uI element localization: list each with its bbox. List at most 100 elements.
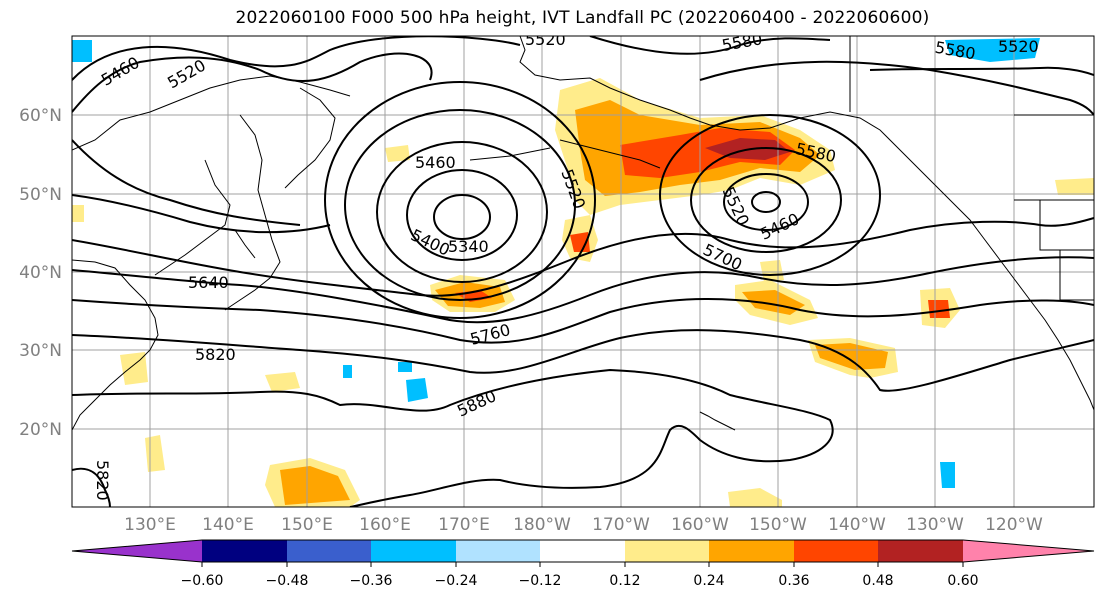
contour-label: 5460 xyxy=(757,209,802,243)
lon-label: 140°E xyxy=(202,515,254,535)
height-contour xyxy=(72,52,433,113)
lon-axis: 130°E 140°E 150°E 160°E 170°E 180°W 170°… xyxy=(124,515,1043,535)
height-contour xyxy=(751,191,781,213)
ivt-positive-region xyxy=(280,466,350,505)
height-contour xyxy=(723,173,809,231)
lat-label: 60°N xyxy=(19,106,62,126)
coastlines xyxy=(72,36,1094,431)
lon-label: 170°W xyxy=(592,515,650,535)
map-title: 2022060100 F000 500 hPa height, IVT Land… xyxy=(235,8,930,28)
colorbar-label: 0.60 xyxy=(947,573,978,589)
contour-label: 5460 xyxy=(98,53,143,90)
height-contour xyxy=(690,147,842,253)
ivt-positive-region xyxy=(145,435,165,472)
ivt-negative-region xyxy=(940,462,955,488)
map-content: 5460 5520 5520 5580 5580 5520 5460 5520 … xyxy=(72,29,1094,507)
contour-label: 5580 xyxy=(720,29,763,55)
ivt-negative-region xyxy=(945,38,1040,62)
contour-label: 5520 xyxy=(998,37,1039,56)
ivt-positive-region xyxy=(385,145,410,162)
colorbar-segment xyxy=(540,540,625,562)
colorbar-segment xyxy=(794,540,878,562)
coastline-kamchatka xyxy=(284,87,336,189)
height-contour xyxy=(72,194,331,234)
ivt-positive-region xyxy=(928,300,950,318)
height-contour xyxy=(406,169,518,261)
ivt-negative-region xyxy=(343,365,352,378)
lat-label: 40°N xyxy=(19,263,62,283)
lon-label: 130°W xyxy=(906,515,964,535)
height-contour xyxy=(72,256,1094,324)
ivt-positive-region xyxy=(72,205,84,222)
contour-label: 5820 xyxy=(195,345,236,364)
height-contour xyxy=(324,81,596,319)
colorbar-label: −0.24 xyxy=(435,573,478,589)
lat-label: 20°N xyxy=(19,420,62,440)
coastline-alaska xyxy=(519,36,941,191)
colorbar-label: −0.48 xyxy=(266,573,309,589)
coastline-hawaii xyxy=(699,411,736,431)
ivt-negative-region xyxy=(398,362,412,372)
ivt-positive-region xyxy=(728,488,782,507)
ivt-negative-region xyxy=(406,378,428,402)
contour-label: 5460 xyxy=(415,153,456,172)
ivt-positive-region xyxy=(1055,178,1094,195)
coastline-asia xyxy=(72,75,351,431)
height-contours xyxy=(72,36,1094,507)
height-contour xyxy=(72,139,301,226)
colorbar-segment xyxy=(963,540,1094,562)
ivt-positive-region xyxy=(742,290,805,315)
height-contour xyxy=(589,36,1094,76)
contour-label: 5640 xyxy=(188,273,229,292)
height-contour xyxy=(72,467,111,507)
colorbar-label: 0.36 xyxy=(778,573,809,589)
lon-label: 140°W xyxy=(828,515,886,535)
height-contour xyxy=(72,298,1094,344)
height-contour xyxy=(72,217,1094,297)
colorbar-label: −0.36 xyxy=(350,573,393,589)
height-contour xyxy=(433,194,491,240)
ivt-positive-region xyxy=(265,372,300,392)
lat-label: 30°N xyxy=(19,341,62,361)
contour-label: 5520 xyxy=(164,56,209,93)
contour-label: 5340 xyxy=(448,237,489,256)
lon-label: 150°W xyxy=(749,515,807,535)
lon-label: 170°E xyxy=(438,515,490,535)
ivt-positive-region xyxy=(570,232,590,252)
colorbar-label: 0.48 xyxy=(862,573,893,589)
coastline-japan xyxy=(154,159,256,276)
lon-label: 160°W xyxy=(671,515,729,535)
colorbar: −0.60 −0.48 −0.36 −0.24 −0.12 0.12 0.24 … xyxy=(71,539,1095,589)
colorbar-segment xyxy=(202,540,287,562)
height-contour xyxy=(344,109,576,301)
ivt-negative-region xyxy=(72,40,92,62)
ivt-positive-region xyxy=(120,352,148,385)
colorbar-segment xyxy=(371,540,456,562)
height-contour xyxy=(659,114,881,276)
contour-label: 5760 xyxy=(468,320,512,349)
map-frame xyxy=(71,35,1095,508)
colorbar-segment xyxy=(625,540,709,562)
colorbar-segment xyxy=(456,540,540,562)
contour-label: 5880 xyxy=(454,386,499,420)
height-contour xyxy=(72,368,834,507)
contour-label: 5400 xyxy=(408,225,453,259)
lon-label: 120°W xyxy=(985,515,1043,535)
lat-label: 50°N xyxy=(19,185,62,205)
height-contour xyxy=(699,60,1094,116)
lon-label: 180°W xyxy=(513,515,571,535)
lon-label: 160°E xyxy=(359,515,411,535)
contour-label: 5520 xyxy=(525,30,566,49)
colorbar-segment xyxy=(878,540,963,562)
height-contour xyxy=(376,141,548,283)
ivt-shading xyxy=(72,38,1094,507)
contour-label: 5820 xyxy=(93,460,112,501)
colorbar-label: −0.60 xyxy=(181,573,224,589)
border-us-canada xyxy=(849,36,1094,301)
coastline-aleutians xyxy=(469,139,661,169)
lat-axis: 60°N 50°N 40°N 30°N 20°N xyxy=(19,106,62,440)
lon-label: 150°E xyxy=(281,515,333,535)
colorbar-segment xyxy=(287,540,371,562)
colorbar-label: 0.12 xyxy=(609,573,640,589)
